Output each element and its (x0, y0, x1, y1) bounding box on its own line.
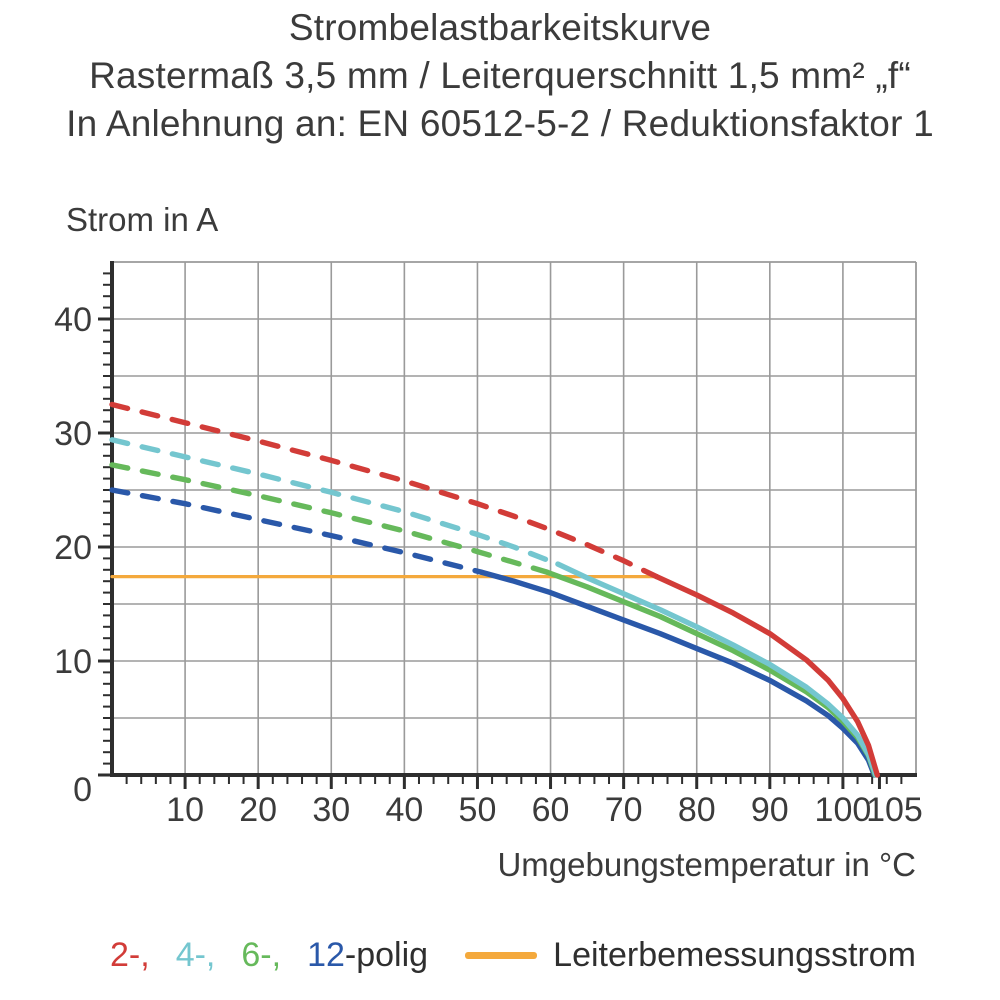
rated-current-line-swatch (465, 952, 538, 959)
series-2-polig-dashed (109, 401, 660, 580)
rated-current-label: Leiterbemessungsstrom (553, 936, 916, 974)
chart-title-block: Strombelastbarkeitskurve Rastermaß 3,5 m… (0, 4, 1000, 148)
x-tick-label: 30 (312, 791, 350, 829)
series-4-polig-solid (555, 561, 879, 778)
curves (109, 401, 880, 778)
x-tick-label: 10 (166, 791, 204, 829)
legend-pole-6: 6-, (241, 936, 282, 974)
series-12-polig-dashed (109, 487, 484, 575)
x-tick-label: 100 (815, 791, 872, 829)
chart-title: Strombelastbarkeitskurve (288, 7, 712, 48)
x-tick-label: 60 (532, 791, 570, 829)
x-tick-label: 20 (239, 791, 277, 829)
gridlines (112, 261, 917, 775)
series-12-polig-solid (478, 569, 877, 778)
x-tick-label: 90 (751, 791, 789, 829)
x-tick-label: 80 (678, 791, 716, 829)
y-tick-label: 30 (54, 415, 92, 453)
axis-lines (110, 261, 917, 777)
poles-legend: 2-, 4-, 6-, 12 -polig (110, 936, 428, 975)
rated-current-legend: Leiterbemessungsstrom (465, 936, 916, 975)
chart-standard-note: In Anlehnung an: EN 60512-5-2 / Reduktio… (66, 103, 934, 144)
legend-pole-2: 2-, (110, 936, 150, 974)
x-tick-label: 40 (385, 791, 423, 829)
x-tick-label: 105 (866, 791, 923, 829)
y-tick-label: 10 (54, 643, 92, 681)
legend-pole-4: 4-, (175, 936, 216, 974)
y-tick-label: 0 (73, 771, 92, 809)
series-4-polig-dashed (109, 437, 561, 567)
y-tick-labels: 0 10 20 30 40 (54, 301, 92, 809)
x-tick-label: 70 (605, 791, 643, 829)
series-2-polig-solid (653, 573, 880, 778)
y-tick-label: 40 (54, 301, 92, 339)
x-axis-title: Umgebungstemperatur in °C (497, 846, 916, 883)
y-tick-label: 20 (54, 529, 92, 567)
legend-poles-suffix: -polig (344, 936, 429, 974)
legend-pole-12: 12 (307, 936, 345, 974)
series-6-polig-dashed (109, 462, 550, 575)
axis-ticks (98, 272, 903, 789)
chart-legend: 2-, 4-, 6-, 12 -polig Leiterbemessungsstrom (110, 936, 916, 975)
y-axis-title: Strom in A (66, 201, 219, 238)
x-tick-label: 50 (459, 791, 497, 829)
chart-subtitle: Rastermaß 3,5 mm / Leiterquerschnitt 1,5… (89, 55, 911, 96)
